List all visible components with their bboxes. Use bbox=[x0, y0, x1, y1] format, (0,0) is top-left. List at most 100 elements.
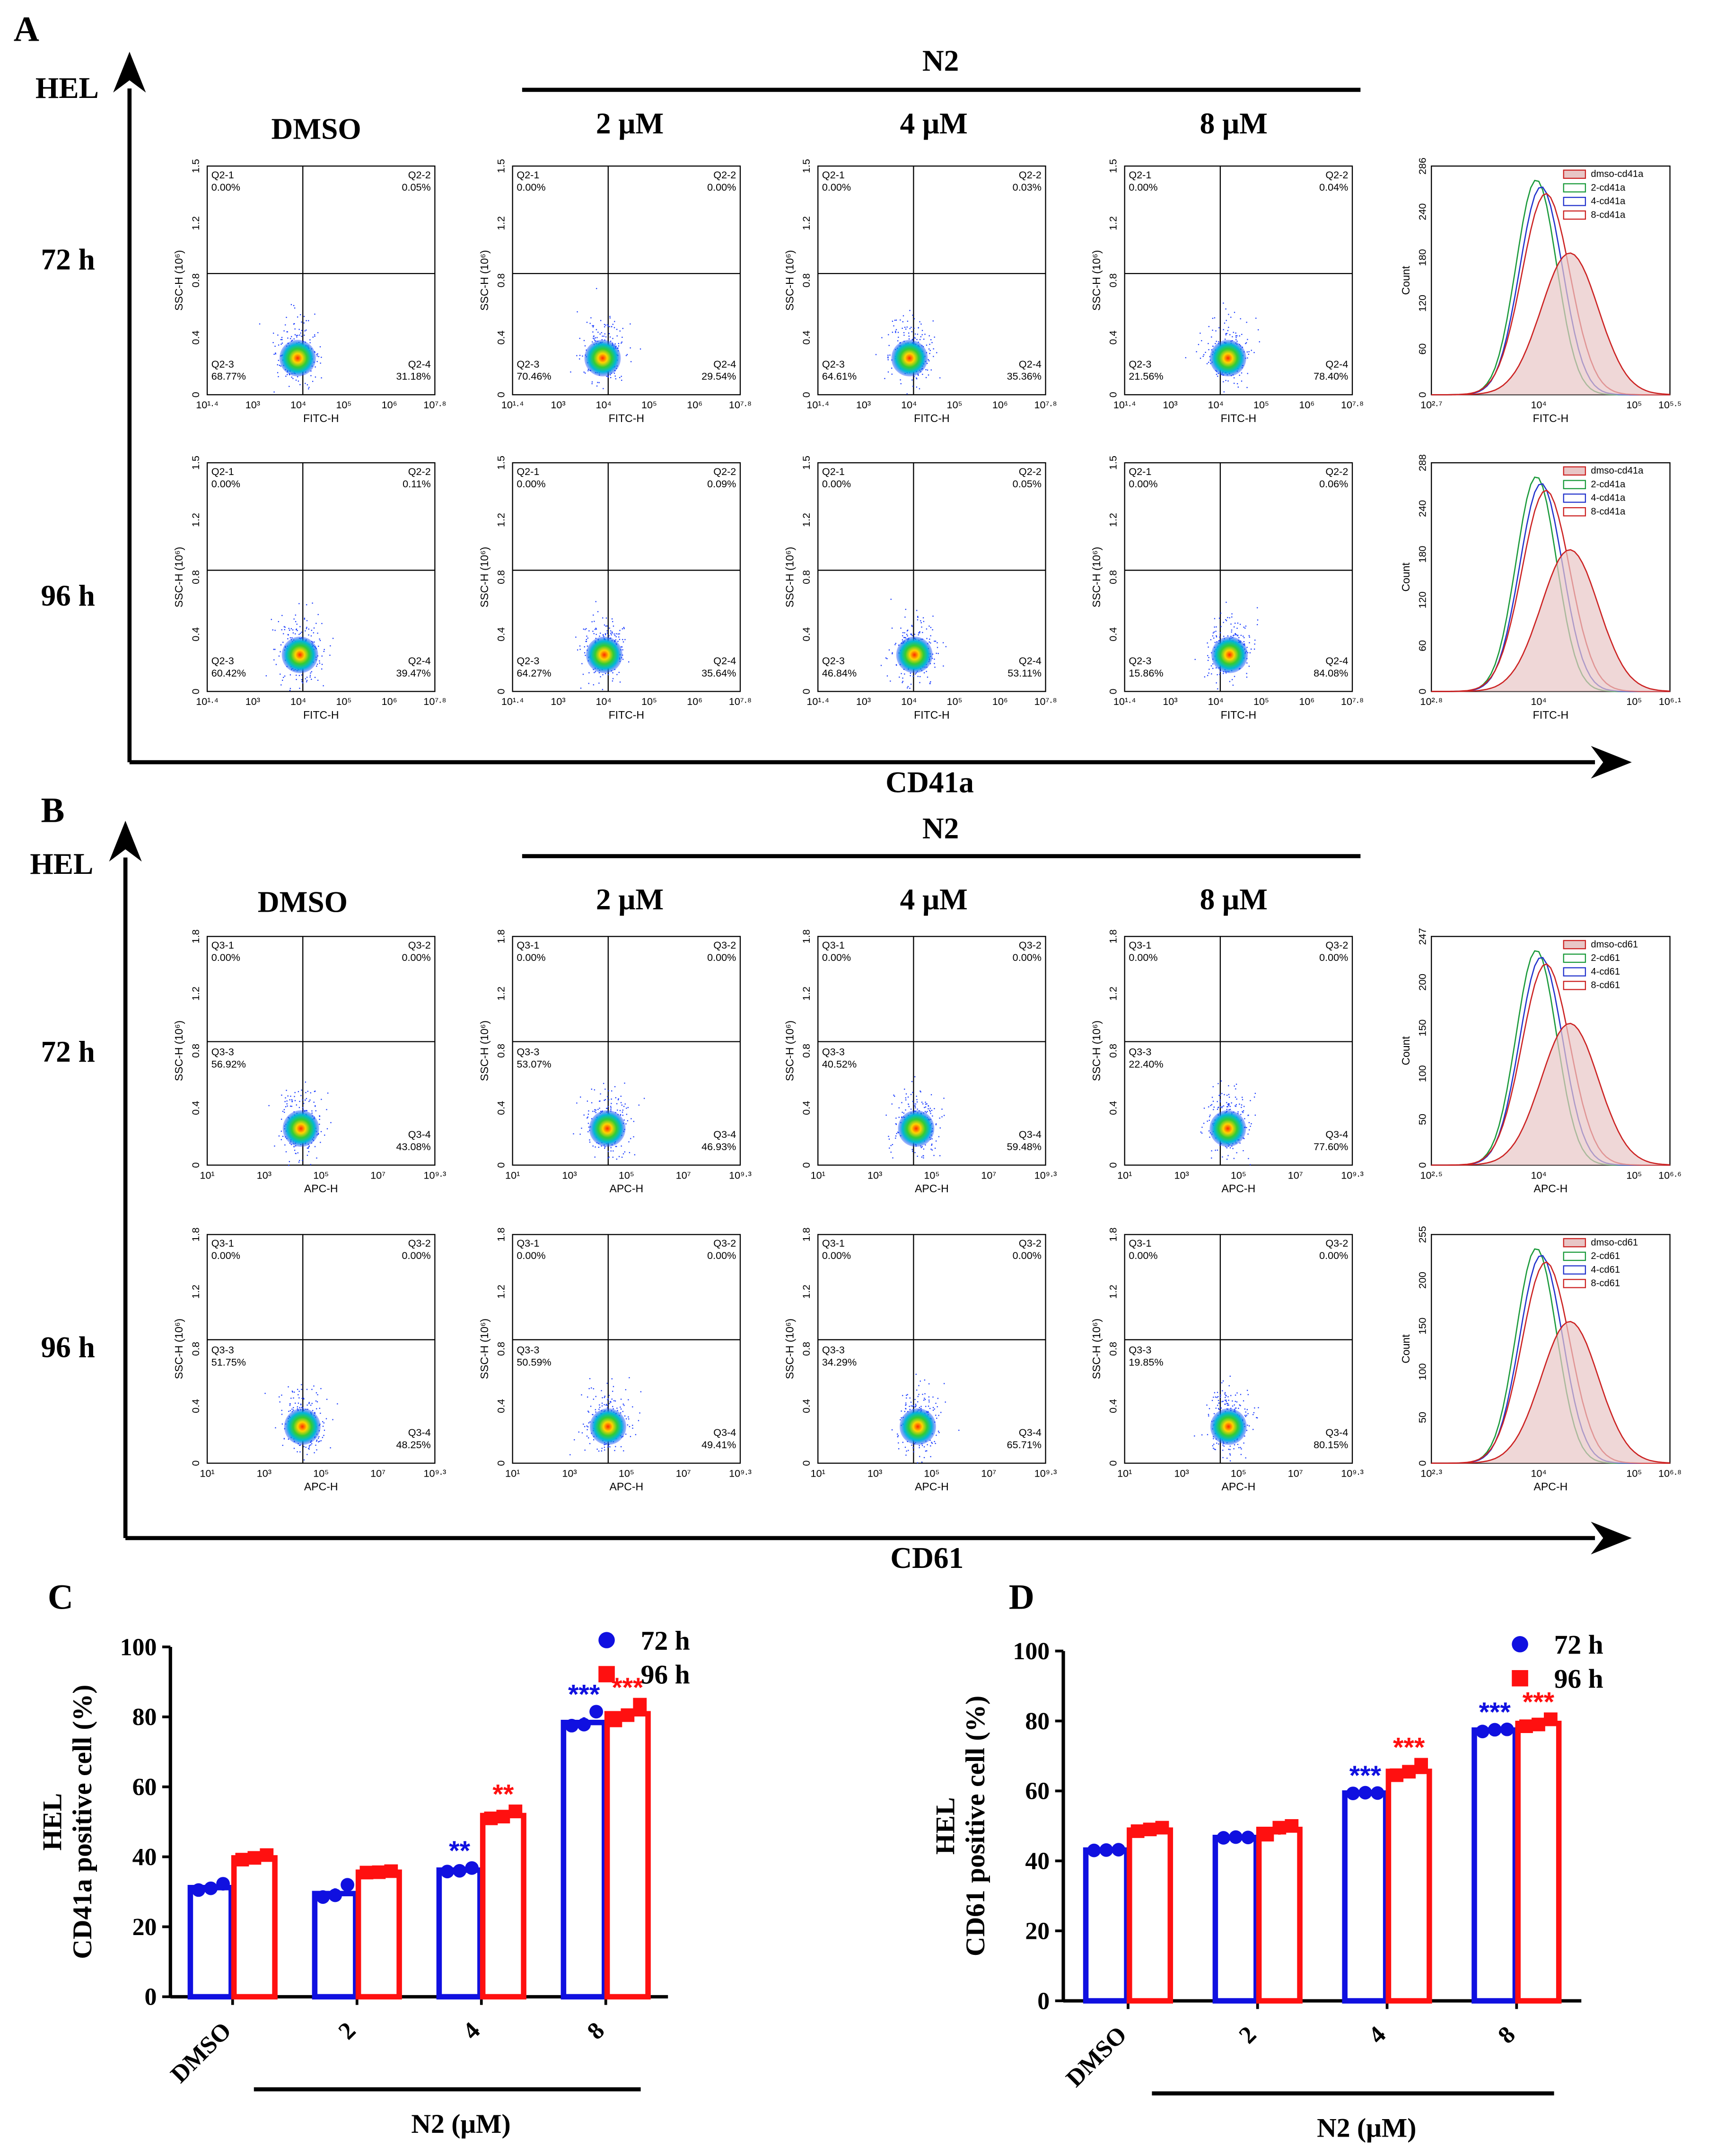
quadrant-value: 19.85% bbox=[1129, 1356, 1163, 1368]
legend-label: dmso-cd61 bbox=[1591, 939, 1638, 950]
event-dot bbox=[895, 1135, 897, 1137]
event-dot bbox=[1223, 635, 1225, 637]
data-point bbox=[1414, 1758, 1428, 1772]
event-dot bbox=[1217, 1405, 1218, 1406]
event-dot bbox=[1209, 356, 1211, 357]
event-dot bbox=[594, 672, 595, 673]
quadrant-name: Q3-3 bbox=[211, 1046, 234, 1057]
event-dot bbox=[273, 391, 275, 393]
event-dot bbox=[605, 1404, 607, 1406]
x-tick-label: 10⁴ bbox=[290, 695, 306, 707]
event-dot bbox=[293, 1146, 295, 1147]
event-dot bbox=[329, 654, 331, 656]
x-tick-label: 4 bbox=[458, 2017, 486, 2045]
event-dot bbox=[901, 1102, 902, 1103]
y-tick-label: 0.8 bbox=[190, 273, 201, 288]
event-dot bbox=[620, 1446, 622, 1448]
event-dot bbox=[301, 330, 303, 331]
x-tick-label: 10⁵ bbox=[336, 399, 351, 411]
quadrant-name: Q3-2 bbox=[1019, 939, 1042, 951]
x-tick-label: 10⁶ bbox=[992, 695, 1008, 707]
event-dot bbox=[1203, 354, 1205, 355]
data-point bbox=[484, 1811, 498, 1825]
event-dot bbox=[905, 328, 907, 330]
event-dot bbox=[903, 334, 905, 336]
event-dot bbox=[580, 1096, 581, 1098]
event-dot bbox=[930, 1148, 932, 1150]
event-dot bbox=[272, 342, 274, 343]
event-dot bbox=[589, 323, 591, 324]
x-axis-label: APC-H bbox=[1534, 1182, 1568, 1195]
event-dot bbox=[304, 330, 306, 332]
event-dot bbox=[303, 1398, 304, 1399]
y-tick-label: 200 bbox=[1417, 974, 1428, 991]
event-dot bbox=[1217, 1149, 1218, 1151]
event-dot bbox=[898, 1117, 900, 1118]
significance-label: *** bbox=[1349, 1760, 1382, 1791]
density-core bbox=[586, 636, 623, 673]
event-dot bbox=[321, 664, 323, 665]
event-dot bbox=[318, 645, 319, 647]
event-dot bbox=[888, 1135, 889, 1137]
event-dot bbox=[1242, 1099, 1244, 1100]
event-dot bbox=[315, 376, 316, 378]
event-dot bbox=[291, 336, 292, 337]
bar bbox=[1471, 1727, 1518, 2004]
x-tick-label: 10⁴ bbox=[1531, 1169, 1547, 1181]
event-dot bbox=[1239, 335, 1240, 337]
event-dot bbox=[588, 1388, 590, 1390]
event-dot bbox=[585, 641, 587, 642]
event-dot bbox=[930, 635, 931, 636]
x-tick-label: 10⁷·⁸ bbox=[1341, 399, 1364, 411]
event-dot bbox=[920, 1408, 922, 1409]
event-dot bbox=[287, 337, 289, 339]
event-dot bbox=[296, 336, 298, 338]
event-dot bbox=[628, 1141, 630, 1143]
bar bbox=[355, 1869, 402, 2000]
event-dot bbox=[938, 1136, 940, 1137]
event-dot bbox=[926, 671, 927, 672]
event-dot bbox=[613, 327, 615, 328]
event-dot bbox=[300, 1095, 302, 1096]
event-dot bbox=[932, 320, 934, 322]
event-dot bbox=[1214, 626, 1215, 628]
event-dot bbox=[912, 339, 913, 340]
event-dot bbox=[603, 388, 604, 389]
quadrant-name: Q3-1 bbox=[517, 1237, 539, 1249]
event-dot bbox=[1223, 381, 1224, 383]
event-dot bbox=[894, 644, 896, 645]
event-dot bbox=[295, 1402, 296, 1404]
quadrant-value: 0.00% bbox=[822, 478, 851, 490]
quadrant-name: Q3-3 bbox=[211, 1344, 234, 1355]
quadrant-name: Q2-1 bbox=[517, 169, 539, 181]
event-dot bbox=[917, 676, 919, 677]
y-tick-label: 0.8 bbox=[800, 570, 812, 584]
event-dot bbox=[924, 1107, 925, 1109]
x-tick-label: 10⁵ bbox=[947, 399, 963, 411]
event-dot bbox=[895, 332, 896, 333]
event-dot bbox=[620, 1408, 622, 1410]
event-dot bbox=[910, 675, 911, 677]
plot-frame bbox=[1124, 462, 1353, 692]
event-dot bbox=[923, 1446, 925, 1448]
quadrant-name: Q3-4 bbox=[1019, 1128, 1042, 1140]
event-dot bbox=[305, 678, 307, 679]
legend-swatch bbox=[1563, 1251, 1586, 1261]
y-tick-label: 1.2 bbox=[800, 513, 812, 527]
event-dot bbox=[1237, 1111, 1239, 1113]
event-dot bbox=[1208, 1106, 1209, 1108]
event-dot bbox=[623, 1119, 625, 1121]
event-dot bbox=[607, 1398, 609, 1399]
event-dot bbox=[911, 379, 913, 381]
event-dot bbox=[1253, 1096, 1255, 1098]
event-dot bbox=[939, 1155, 941, 1156]
event-dot bbox=[621, 1145, 622, 1147]
data-point bbox=[565, 1719, 579, 1733]
x-tick-label: 10⁵ bbox=[1231, 1467, 1246, 1479]
event-dot bbox=[599, 1100, 601, 1102]
event-dot bbox=[298, 1402, 299, 1404]
event-dot bbox=[284, 1144, 286, 1146]
event-dot bbox=[897, 340, 899, 342]
event-dot bbox=[1249, 1129, 1250, 1131]
